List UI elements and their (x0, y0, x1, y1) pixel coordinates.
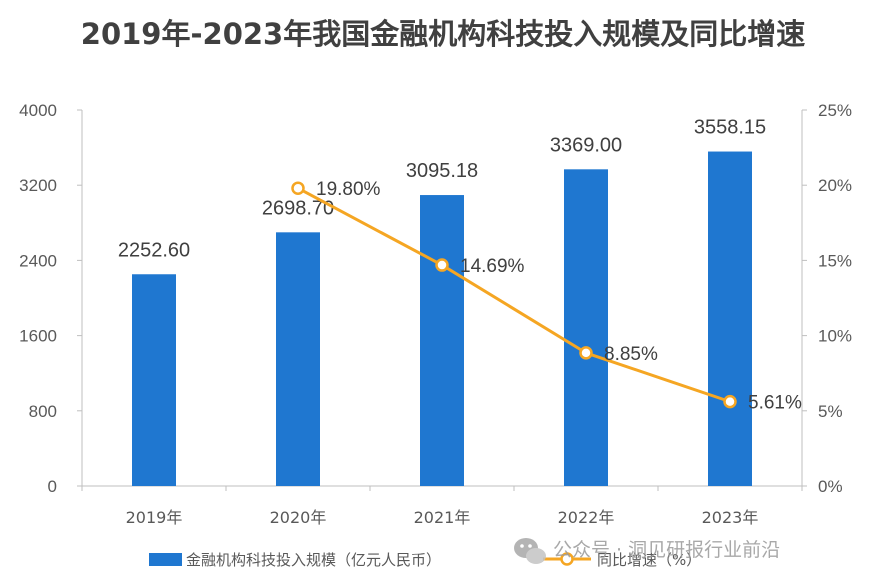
bar-value-labels: 2252.60 2698.70 3095.18 3369.00 3558.15 (118, 117, 766, 262)
bar (276, 232, 320, 486)
bar-value-label: 3369.00 (550, 134, 622, 156)
right-tick-label: 10% (818, 327, 852, 346)
chart-title: 2019年-2023年我国金融机构科技投入规模及同比增速 (81, 17, 805, 51)
bar-value-label: 3095.18 (406, 160, 478, 182)
line-point (579, 346, 593, 360)
watermark-text: 公众号 · 洞见研报行业前沿 (553, 539, 780, 561)
legend-bar-swatch (149, 553, 182, 566)
x-tick-label: 2023年 (702, 508, 759, 527)
right-tick-label: 5% (818, 402, 843, 421)
bar (708, 151, 752, 486)
left-tick-label: 2400 (19, 251, 57, 270)
legend-line-label: 同比增速（%） (597, 551, 701, 569)
line-value-labels: 19.80% 14.69% 8.85% 5.61% (316, 179, 802, 413)
line-value-label: 14.69% (460, 256, 525, 277)
line-point (723, 394, 737, 409)
legend-bar-label: 金融机构科技投入规模（亿元人民币） (186, 551, 441, 569)
x-tick-label: 2021年 (414, 508, 471, 527)
bar-value-label: 2698.70 (262, 197, 334, 219)
bar-value-label: 2252.60 (118, 239, 190, 261)
left-tick-label: 0 (48, 477, 57, 496)
x-tick-label: 2019年 (126, 508, 183, 527)
left-tick-label: 1600 (19, 327, 57, 346)
left-tick-label: 4000 (19, 101, 57, 120)
right-tick-label: 20% (818, 176, 852, 195)
right-tick-labels: 0% 5% 10% 15% 20% 25% (802, 101, 852, 496)
growth-line (297, 186, 731, 404)
right-tick-label: 0% (818, 477, 843, 496)
line-value-label: 5.61% (748, 393, 802, 414)
bar (420, 195, 464, 486)
right-tick-label: 15% (818, 251, 852, 270)
line-value-label: 19.80% (316, 179, 381, 200)
bar-series (132, 151, 752, 486)
x-tick-label: 2022年 (558, 508, 615, 527)
left-tick-label: 3200 (19, 176, 57, 195)
line-point (435, 258, 449, 272)
legend-line-marker (560, 552, 574, 566)
left-tick-label: 800 (29, 402, 57, 421)
x-tick-labels: 2019年 2020年 2021年 2022年 2023年 (81, 486, 803, 527)
right-tick-label: 25% (818, 101, 852, 120)
line-series (291, 181, 737, 409)
bar (564, 169, 608, 486)
bar (132, 274, 176, 486)
legend: 金融机构科技投入规模（亿元人民币） 同比增速（%） (149, 551, 701, 569)
wechat-icon (514, 538, 546, 564)
watermark: 公众号 · 洞见研报行业前沿 (514, 538, 780, 564)
line-point (291, 181, 305, 195)
left-tick-labels: 0 800 1600 2400 3200 4000 (19, 101, 82, 496)
line-value-label: 8.85% (604, 344, 658, 365)
bar-value-label: 3558.15 (694, 117, 766, 139)
x-tick-label: 2020年 (270, 508, 327, 527)
